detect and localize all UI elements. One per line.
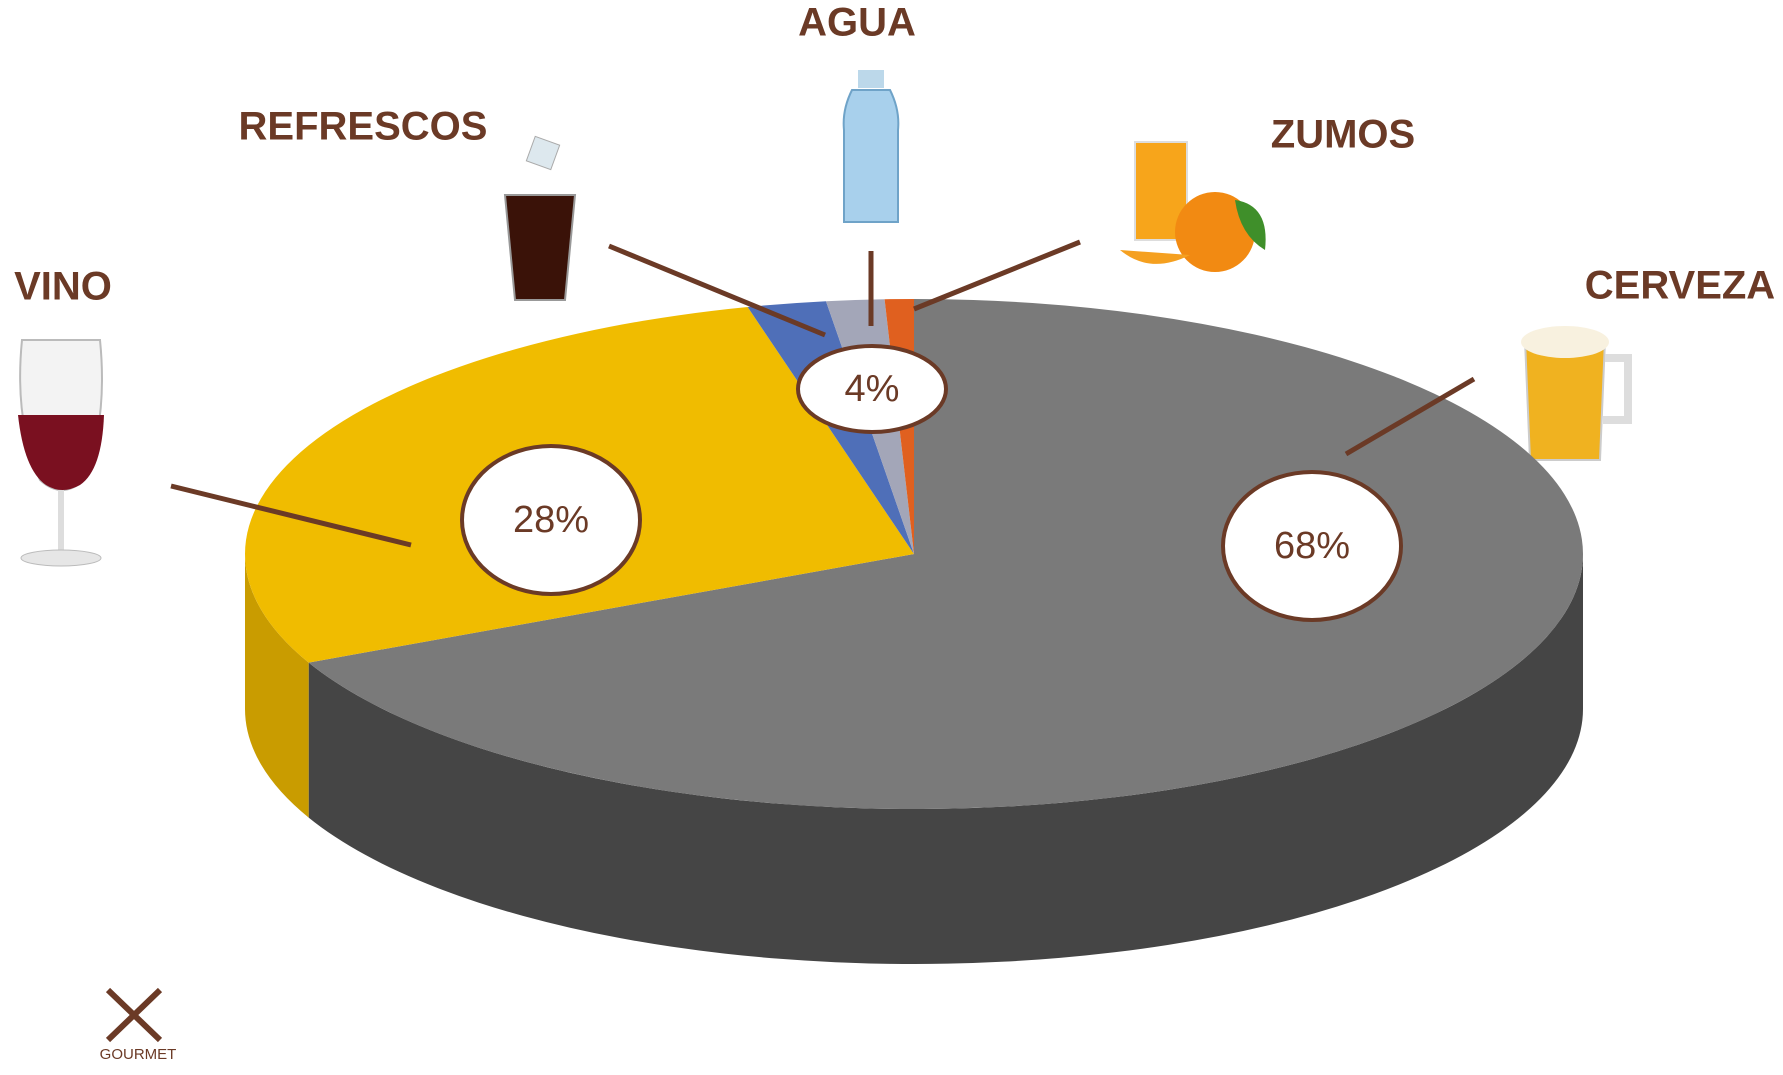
group-label: 4% bbox=[845, 368, 900, 410]
category-label: ZUMOS bbox=[1271, 113, 1415, 157]
value-label: 28% bbox=[513, 499, 589, 541]
bottle-icon bbox=[844, 90, 899, 222]
category-label: CERVEZA bbox=[1585, 264, 1775, 308]
ice-icon bbox=[526, 136, 559, 169]
chart: GOURMET CERVEZA VINO REFRESCOS AGUA ZUMOS 68%… bbox=[0, 0, 1783, 1075]
category-label: REFRESCOS bbox=[239, 105, 488, 149]
category-label: AGUA bbox=[798, 1, 916, 45]
logo-icon bbox=[108, 990, 160, 1040]
leader-line bbox=[914, 242, 1080, 309]
bottle-cap-icon bbox=[858, 70, 884, 88]
beer-handle-icon bbox=[1603, 358, 1628, 420]
value-label: 68% bbox=[1274, 525, 1350, 567]
logo-text: GOURMET bbox=[100, 1046, 177, 1063]
wine-icon bbox=[18, 415, 104, 490]
orange-slice-icon bbox=[1120, 250, 1190, 264]
beer-foam-icon bbox=[1521, 326, 1609, 358]
wine-base-icon bbox=[21, 550, 101, 566]
category-label: VINO bbox=[14, 265, 112, 309]
wine-stem-icon bbox=[58, 490, 64, 550]
soda-icon bbox=[505, 195, 575, 300]
